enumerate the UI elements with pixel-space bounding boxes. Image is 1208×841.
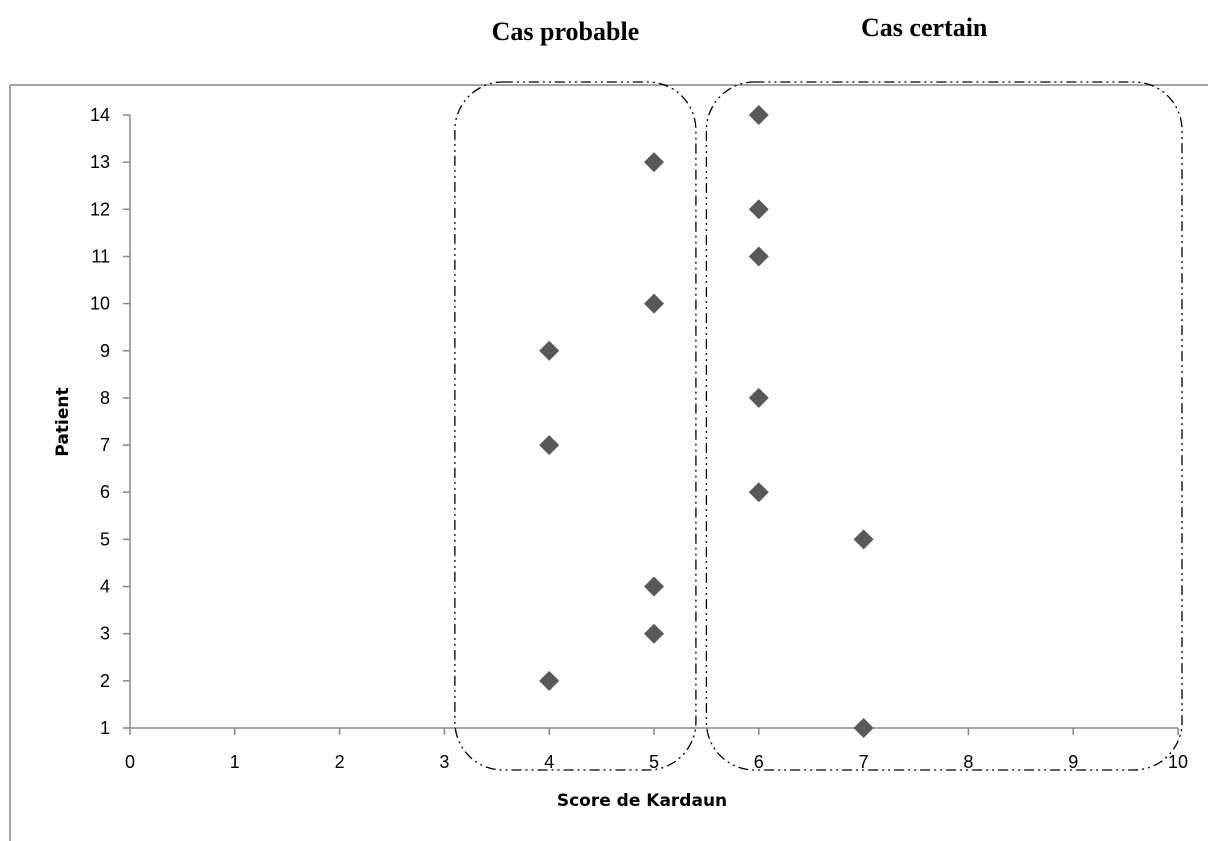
data-point [748, 199, 769, 220]
y-tick-label: 3 [100, 624, 110, 644]
x-tick-label: 0 [125, 752, 135, 772]
y-tick-label: 13 [90, 152, 110, 172]
x-tick-label: 5 [649, 752, 659, 772]
y-tick-label: 5 [100, 529, 110, 549]
data-point [644, 152, 664, 173]
x-tick-label: 1 [230, 752, 240, 772]
data-point [853, 529, 874, 550]
x-tick-label: 10 [1168, 752, 1188, 772]
y-tick-label: 6 [100, 482, 110, 502]
group-label-certain: Cas certain [861, 13, 988, 42]
data-point [539, 670, 560, 691]
group-box-probable [454, 81, 697, 771]
x-tick-label: 4 [544, 752, 554, 772]
data-point [644, 623, 664, 644]
y-tick-label: 4 [100, 577, 110, 597]
data-point [853, 718, 874, 738]
x-tick-label: 8 [963, 752, 973, 772]
x-axis-title: Score de Kardaun [557, 791, 727, 811]
data-point [748, 105, 769, 125]
group-boxes: Cas probable Cas certain [454, 13, 1183, 771]
data-point [748, 482, 769, 503]
y-tick-label: 11 [91, 246, 110, 266]
x-tick-label: 7 [859, 752, 869, 772]
x-tick-label: 3 [439, 752, 449, 772]
x-tick-label: 2 [335, 752, 345, 772]
x-tick-label: 9 [1068, 752, 1078, 772]
data-point [748, 387, 769, 408]
data-point [644, 293, 664, 314]
data-point [748, 246, 769, 267]
x-tick-label: 6 [754, 752, 764, 772]
y-axis-title: Patient [53, 387, 73, 456]
y-tick-label: 9 [100, 341, 110, 361]
group-box-certain [705, 81, 1183, 771]
y-tick-label: 1 [100, 718, 110, 738]
data-point [539, 435, 560, 456]
data-points [539, 105, 874, 738]
y-tick-label: 7 [100, 435, 110, 455]
group-label-probable: Cas probable [492, 17, 640, 46]
y-tick-label: 12 [90, 199, 110, 219]
data-point [644, 576, 664, 597]
data-point [539, 340, 560, 361]
y-tick-label: 8 [100, 388, 110, 408]
y-tick-label: 2 [100, 671, 110, 691]
y-tick-label: 14 [90, 105, 110, 125]
y-tick-label: 10 [90, 294, 110, 314]
